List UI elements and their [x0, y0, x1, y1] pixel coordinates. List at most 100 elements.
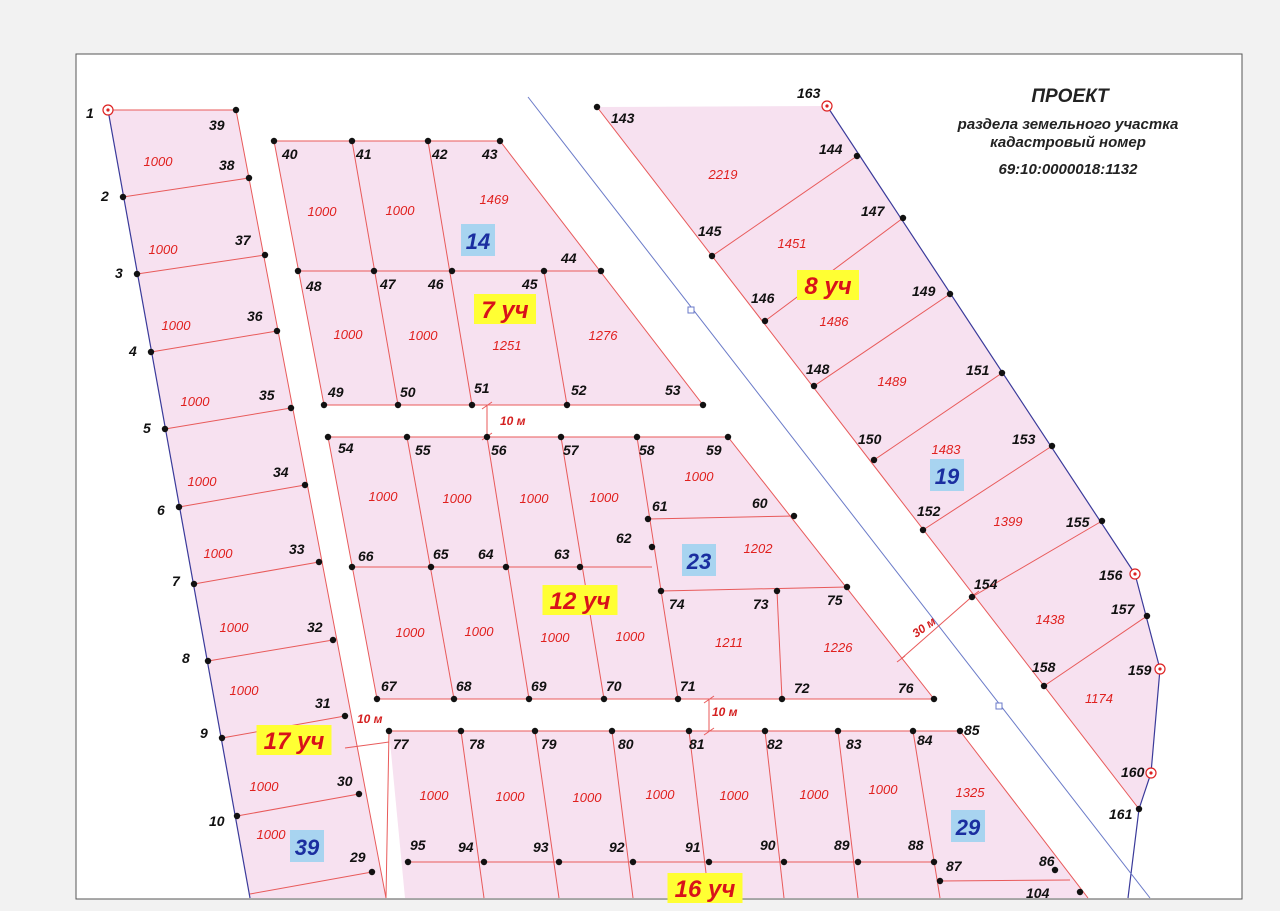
- point-dot: [930, 695, 938, 703]
- survey-point: 32: [307, 619, 337, 644]
- parcel-area-label: 1000: [465, 624, 495, 639]
- point-dot: [600, 695, 608, 703]
- badge-background: [930, 459, 964, 491]
- survey-point: 70: [600, 678, 622, 703]
- parcel-area-label: 1000: [257, 827, 287, 842]
- survey-point: 75: [827, 583, 851, 608]
- point-number: 158: [1032, 659, 1056, 675]
- subtitle-line-1: раздела земельного участка: [957, 116, 1179, 133]
- survey-point: 82: [761, 727, 783, 752]
- badge-background: [474, 294, 536, 324]
- point-number: 145: [698, 223, 722, 239]
- parcel-area-label: 1486: [820, 314, 850, 329]
- point-number: 72: [794, 680, 810, 696]
- point-number: 39: [209, 117, 225, 133]
- point-dot: [909, 727, 917, 735]
- point-number: 63: [554, 546, 570, 562]
- survey-point: 89: [834, 837, 862, 866]
- point-number: 43: [481, 146, 498, 162]
- block-badge: 12 уч: [542, 585, 618, 615]
- point-dot: [1076, 888, 1084, 896]
- parcel-area-label: 1202: [744, 541, 774, 556]
- point-dot: [629, 858, 637, 866]
- block-badge: 8 уч: [797, 270, 859, 300]
- survey-point: 71: [674, 678, 696, 703]
- point-number: 143: [611, 110, 635, 126]
- parcel-area-label: 1000: [720, 788, 750, 803]
- point-dot: [261, 251, 269, 259]
- block-badge-label: 7 уч: [481, 297, 528, 324]
- point-dot: [324, 433, 332, 441]
- point-number: 85: [964, 722, 980, 738]
- survey-point: 55: [403, 433, 431, 458]
- parcel-area-label: 1399: [994, 514, 1023, 529]
- parcel-area-label: 1000: [181, 394, 211, 409]
- point-number: 79: [541, 736, 557, 752]
- survey-point: 7: [172, 573, 198, 589]
- block-badge: 7 уч: [474, 294, 536, 324]
- point-number: 159: [1128, 662, 1152, 678]
- point-number: 90: [760, 837, 776, 853]
- survey-point: 47: [370, 267, 397, 292]
- survey-point: 64: [478, 546, 510, 571]
- point-number: 7: [172, 573, 181, 589]
- point-number: 148: [806, 361, 830, 377]
- block-badge: 16 уч: [667, 873, 743, 903]
- parcel-area-label: 1000: [685, 469, 715, 484]
- survey-point: 44: [560, 250, 605, 275]
- survey-point: 38: [219, 157, 253, 182]
- point-number: 70: [606, 678, 622, 694]
- point-number: 76: [898, 680, 914, 696]
- point-number: 147: [861, 203, 886, 219]
- point-dot: [834, 727, 842, 735]
- survey-point: 31: [315, 695, 349, 720]
- parcel-area-label: 1000: [646, 787, 676, 802]
- survey-point: 158: [1032, 659, 1056, 690]
- point-number: 88: [908, 837, 924, 853]
- survey-point: 51: [468, 380, 490, 409]
- parcel-area-label: 1226: [824, 640, 854, 655]
- point-number: 83: [846, 736, 862, 752]
- point-number: 81: [689, 736, 705, 752]
- point-number: 10: [209, 813, 225, 829]
- parcel-area-label: 2219: [708, 167, 738, 182]
- point-dot: [633, 433, 641, 441]
- quarter-badge: 14: [461, 224, 495, 256]
- point-number: 55: [415, 442, 431, 458]
- survey-point: 84: [909, 727, 933, 748]
- survey-point: 50: [394, 384, 416, 409]
- point-dot: [540, 267, 548, 275]
- point-number: 58: [639, 442, 655, 458]
- badge-background: [682, 544, 716, 576]
- point-number: 152: [917, 503, 941, 519]
- point-number: 89: [834, 837, 850, 853]
- marker-center: [1158, 667, 1162, 671]
- badge-background: [667, 873, 743, 903]
- point-dot: [773, 587, 781, 595]
- survey-point: 93: [533, 839, 563, 866]
- point-dot: [294, 267, 302, 275]
- survey-point: 9: [200, 725, 226, 742]
- point-number: 52: [571, 382, 587, 398]
- badge-background: [290, 830, 324, 862]
- point-number: 86: [1039, 853, 1055, 869]
- point-dot: [593, 103, 601, 111]
- point-number: 62: [616, 530, 632, 546]
- point-number: 32: [307, 619, 323, 635]
- point-dot: [531, 727, 539, 735]
- survey-point: 74: [657, 587, 685, 612]
- point-dot: [385, 727, 393, 735]
- point-dot: [348, 137, 356, 145]
- point-number: 42: [431, 146, 448, 162]
- point-dot: [368, 868, 376, 876]
- survey-point: 1: [86, 104, 114, 121]
- point-number: 54: [338, 440, 354, 456]
- point-dot: [648, 543, 656, 551]
- point-dot: [956, 727, 964, 735]
- survey-point: 5: [143, 420, 169, 436]
- point-number: 57: [563, 442, 580, 458]
- point-dot: [287, 404, 295, 412]
- survey-point: 95: [404, 837, 426, 866]
- survey-point: 39: [209, 106, 240, 133]
- point-dot: [525, 695, 533, 703]
